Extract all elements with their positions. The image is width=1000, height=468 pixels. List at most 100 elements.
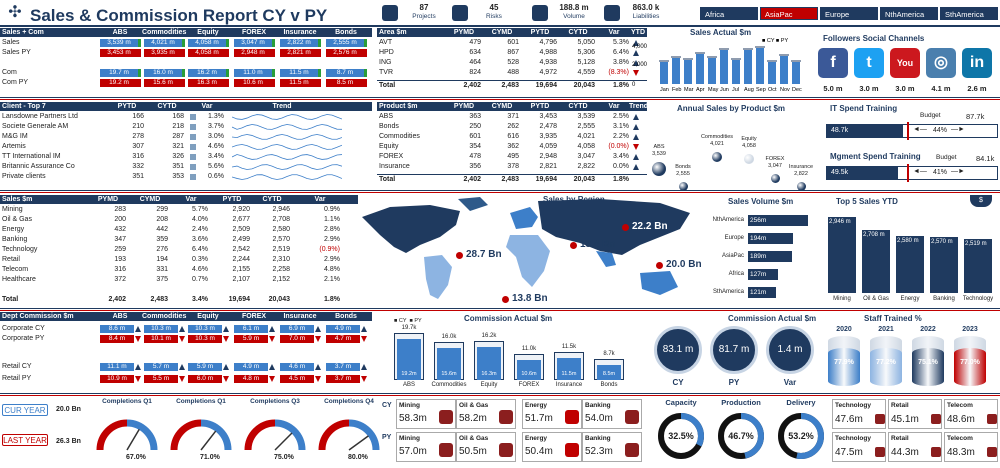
bar-label: ABS	[402, 382, 415, 388]
circle-label: CY	[672, 378, 684, 387]
it-progress-fill	[827, 125, 903, 137]
bubble	[712, 152, 722, 162]
table-header: Product $m PYMD CYMD PYTD CYTD Var Trend	[377, 102, 649, 111]
youtube-icon[interactable]: You	[890, 48, 920, 78]
cell: 20,043	[573, 176, 595, 183]
sales-com-row: Sales PY 3,453 m 3,935 m 4,058 m 2,948 m 2,82…	[0, 48, 372, 58]
bar-label: Commodities	[431, 382, 467, 388]
bar-label: Equity	[480, 382, 498, 388]
row-label: Total	[379, 176, 396, 183]
region-asiapac[interactable]: AsiaPac	[760, 7, 818, 20]
volume-bar: 121m	[748, 287, 776, 298]
annual-sales-title: Annual Sales by Product $m	[677, 104, 786, 113]
month-bar	[732, 60, 740, 84]
header-cell: Trend	[629, 103, 649, 110]
linkedin-icon[interactable]: in	[962, 48, 992, 78]
sector-value: 57.0m	[399, 446, 427, 457]
cell: 0.0%	[613, 163, 629, 170]
value-pill: 4.9 m	[234, 363, 268, 371]
value-pill: 10.3 m	[188, 335, 222, 343]
sparkline	[232, 114, 342, 120]
sector-row: Technology 259 276 6.4% 2,542 2,519 (0.9%)	[0, 245, 358, 255]
value-pill: 2,821 m	[280, 49, 318, 57]
value-pill: 5.9 m	[188, 363, 222, 371]
down-arrow-icon	[223, 376, 229, 382]
cell: 5.3%	[613, 39, 629, 46]
client-row: M&G IM 278 287 3.0%	[0, 132, 372, 142]
cell: 5.6%	[208, 163, 224, 170]
region-africa[interactable]: Africa	[700, 7, 758, 20]
value-pill: 19.7 m	[100, 69, 138, 77]
cell: 3.0%	[208, 133, 224, 140]
month-bar	[780, 56, 788, 84]
volume-label: Europe	[724, 235, 744, 241]
instagram-icon[interactable]: ◎	[926, 48, 956, 78]
bubble-value: 2,822	[794, 171, 808, 177]
header-cell: Area $m	[379, 29, 407, 36]
cell: (0.0%)	[608, 143, 629, 150]
table-header: Sales $m PYMD CYMD Var PYTD CYTD Var	[0, 195, 358, 204]
region-value: 20.0 Bn	[666, 259, 702, 270]
up-arrow-icon	[223, 326, 229, 332]
header-cell: Equity	[197, 29, 219, 36]
followers-title: Followers Social Channels	[823, 34, 925, 43]
row-label: TVR	[379, 69, 393, 76]
bubble	[770, 174, 780, 183]
bar-top-label: 19.7k	[401, 325, 417, 331]
top5-label: Banking	[933, 296, 955, 302]
value-pill: 4.9 m	[326, 325, 360, 333]
client-name: Artemis	[2, 143, 26, 150]
var-box-icon	[190, 174, 196, 180]
cell: 166	[132, 113, 144, 120]
cell: 488	[507, 69, 519, 76]
region-sthamerica[interactable]: SthAmerica	[940, 7, 998, 20]
month-bar	[708, 58, 716, 84]
cell: 5.7%	[192, 206, 208, 213]
up-arrow-icon	[633, 124, 639, 130]
cell: 19,694	[228, 296, 250, 303]
cy-label: CY	[382, 402, 392, 409]
value-pill: 6.9 m	[280, 325, 314, 333]
it-arrow-icon: ◄—	[913, 126, 927, 133]
month-label: May	[708, 87, 719, 92]
donut-ring	[778, 413, 824, 459]
cell: 1.8%	[613, 82, 629, 89]
top5-label: Energy	[900, 296, 920, 302]
value-pill: 5.5 m	[144, 375, 178, 383]
cell: 2.9%	[324, 256, 340, 263]
cell: 4,796	[539, 39, 557, 46]
row-label: Bonds	[379, 123, 399, 130]
sector-value: 54.0m	[585, 413, 613, 424]
cell: 218	[172, 123, 184, 130]
twitter-icon[interactable]: t	[854, 48, 884, 78]
cell: 464	[469, 59, 481, 66]
kpi-projects: 87 Projects	[382, 3, 452, 25]
sparkline	[232, 164, 342, 170]
facebook-icon[interactable]: f	[818, 48, 848, 78]
cell: 2.1%	[324, 276, 340, 283]
month-bar	[720, 50, 728, 84]
cy-bar: 16.3m	[477, 347, 501, 380]
up-arrow-icon	[269, 364, 275, 370]
region-nthamerica[interactable]: NthAmerica	[880, 7, 938, 20]
header-cell: Bonds	[335, 313, 357, 320]
header-cell: PYTD	[222, 196, 242, 203]
product-row: FOREX 478 495 2,948 3,047 3.4%	[377, 152, 647, 162]
value-pill: 4.5 m	[280, 375, 314, 383]
it-progress-bar: 48.7k ◄— 44% —►	[826, 122, 998, 140]
region-value: 28.7 Bn	[466, 249, 502, 260]
up-arrow-icon	[633, 134, 639, 140]
value-pill: 3.7 m	[326, 375, 360, 383]
cell: 2.5%	[613, 113, 629, 120]
pickaxe-icon	[439, 410, 453, 424]
sector-card: Telecom 48.6m	[944, 399, 998, 429]
sector-card: Telecom 48.3m	[944, 432, 998, 462]
value-pill: 3,453 m	[100, 49, 138, 57]
sector-card: Retail 44.3m	[888, 432, 942, 462]
sector-card: Retail 45.1m	[888, 399, 942, 429]
month-bar	[660, 62, 668, 84]
client-name: M&G IM	[2, 133, 28, 140]
region-europe[interactable]: Europe	[820, 7, 878, 20]
donut-title: Delivery	[786, 398, 816, 407]
gauge-title: Completions Q4	[324, 398, 374, 405]
